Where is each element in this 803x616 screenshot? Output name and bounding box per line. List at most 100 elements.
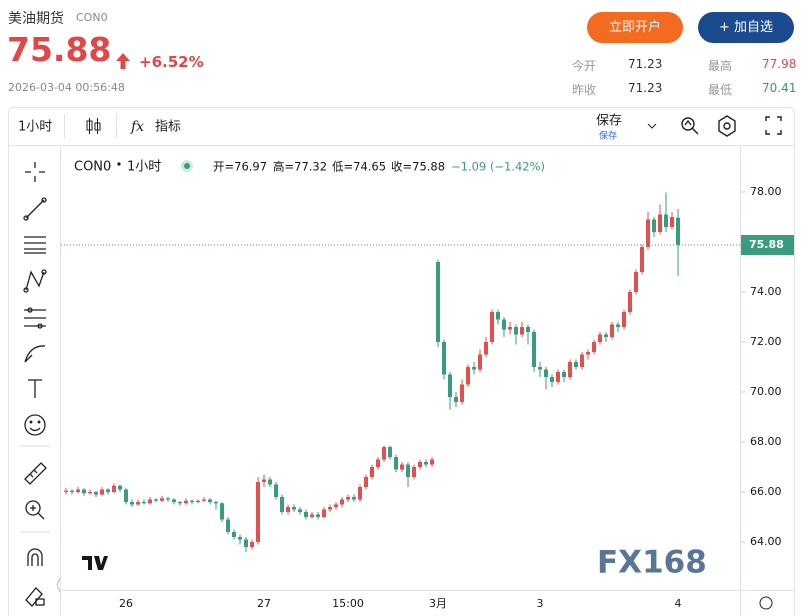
settings-icon[interactable] [759,596,773,610]
legend-high: 高=77.32 [273,160,327,174]
candle-body [112,485,116,492]
candle-body [148,499,152,504]
candle-body [514,327,518,335]
legend-dot [117,162,121,166]
candle-type-button[interactable] [86,118,101,134]
interval-button[interactable]: 1小时 [18,120,52,135]
candle-body [280,497,284,512]
candle-body [292,507,296,510]
candle-body [202,499,206,501]
candle-body [502,319,506,330]
candle-body [190,500,194,502]
candle-body [466,367,470,385]
candle-body [646,219,650,247]
candle-body [346,497,350,500]
legend-status-dot [184,163,190,169]
stat-label: 最低 [708,83,733,97]
stat-label: 昨收 [572,83,597,97]
candle-body [622,312,626,327]
candle-body [430,459,434,465]
candle-body [406,464,410,477]
candle-body [616,324,620,327]
x-tick-label: 4 [675,597,682,610]
candle-body [478,354,482,370]
fx-icon[interactable]: fx [130,119,144,135]
candle-body [172,499,176,502]
candle-body [454,397,458,402]
candle-body [214,502,218,504]
up-arrow [116,53,130,69]
y-tick-label: 70.00 [750,385,782,398]
stat-value: 71.23 [628,57,663,71]
candle-body [136,502,140,505]
collapse-handle[interactable] [56,577,61,593]
x-tick-label: 3月 [429,597,447,610]
price: 75.88 [7,30,112,69]
save-subtitle: 保存 [599,130,617,142]
candle-body [364,477,368,487]
legend-interval: 1小时 [127,160,161,175]
save-button[interactable]: 保存 [596,114,622,129]
candle-body [226,519,230,532]
candle-body [472,367,476,370]
candle-body [634,272,638,292]
candle-body [418,462,422,467]
candle-body [436,262,440,342]
y-tick-label: 64.00 [750,535,782,548]
candle-body [106,489,110,492]
panel-border [8,107,795,616]
candle-body [508,327,512,330]
legend-symbol: CON0 [74,160,111,175]
last-price-tag [741,235,794,255]
candle-body [580,354,584,367]
watchlist-button[interactable]: + 加自选 [698,12,794,43]
legend-low: 低=74.65 [332,160,386,174]
candle-body [664,214,668,227]
candle-body [70,490,74,492]
candle-body [244,539,248,547]
candle-body [250,542,254,547]
candle-body [592,342,596,352]
candle-body [220,503,224,520]
candle-body [670,217,674,227]
candle-body [154,499,158,501]
y-tick-label: 74.00 [750,285,782,298]
candle-body [238,537,242,540]
candle-body [262,479,266,482]
symbol-code: CON0 [76,11,108,24]
candle-body [328,507,332,510]
candle-body [628,292,632,312]
candle-body [604,334,608,337]
candle-body [256,482,260,542]
candle-body [388,447,392,457]
candle-body [64,490,68,492]
candle-body [550,377,554,382]
candle-body [94,492,98,495]
candle-body [520,327,524,335]
candle-body [484,342,488,355]
candle-body [442,342,446,375]
indicators-button[interactable]: 指标 [155,120,181,135]
candle-body [124,489,128,502]
tv-logo-mark [82,556,108,570]
candle-body [526,327,530,332]
candle-body [640,247,644,272]
stat-value: 71.23 [628,81,663,95]
candle-body [544,369,548,377]
change-pct: +6.52% [139,53,204,71]
drawing-tools[interactable] [20,162,50,607]
candle-body [184,500,188,504]
candle-body [538,367,542,370]
save-menu[interactable] [647,123,657,129]
open-account-button[interactable]: 立即开户 [587,12,683,43]
candle-body [460,384,464,402]
toolbar-icons[interactable] [681,115,782,137]
stat-value: 70.41 [762,81,797,95]
candle-body [322,509,326,517]
candle-body [310,514,314,517]
candle-body [88,492,92,494]
candle-body [532,332,536,367]
candle-body [562,372,566,377]
